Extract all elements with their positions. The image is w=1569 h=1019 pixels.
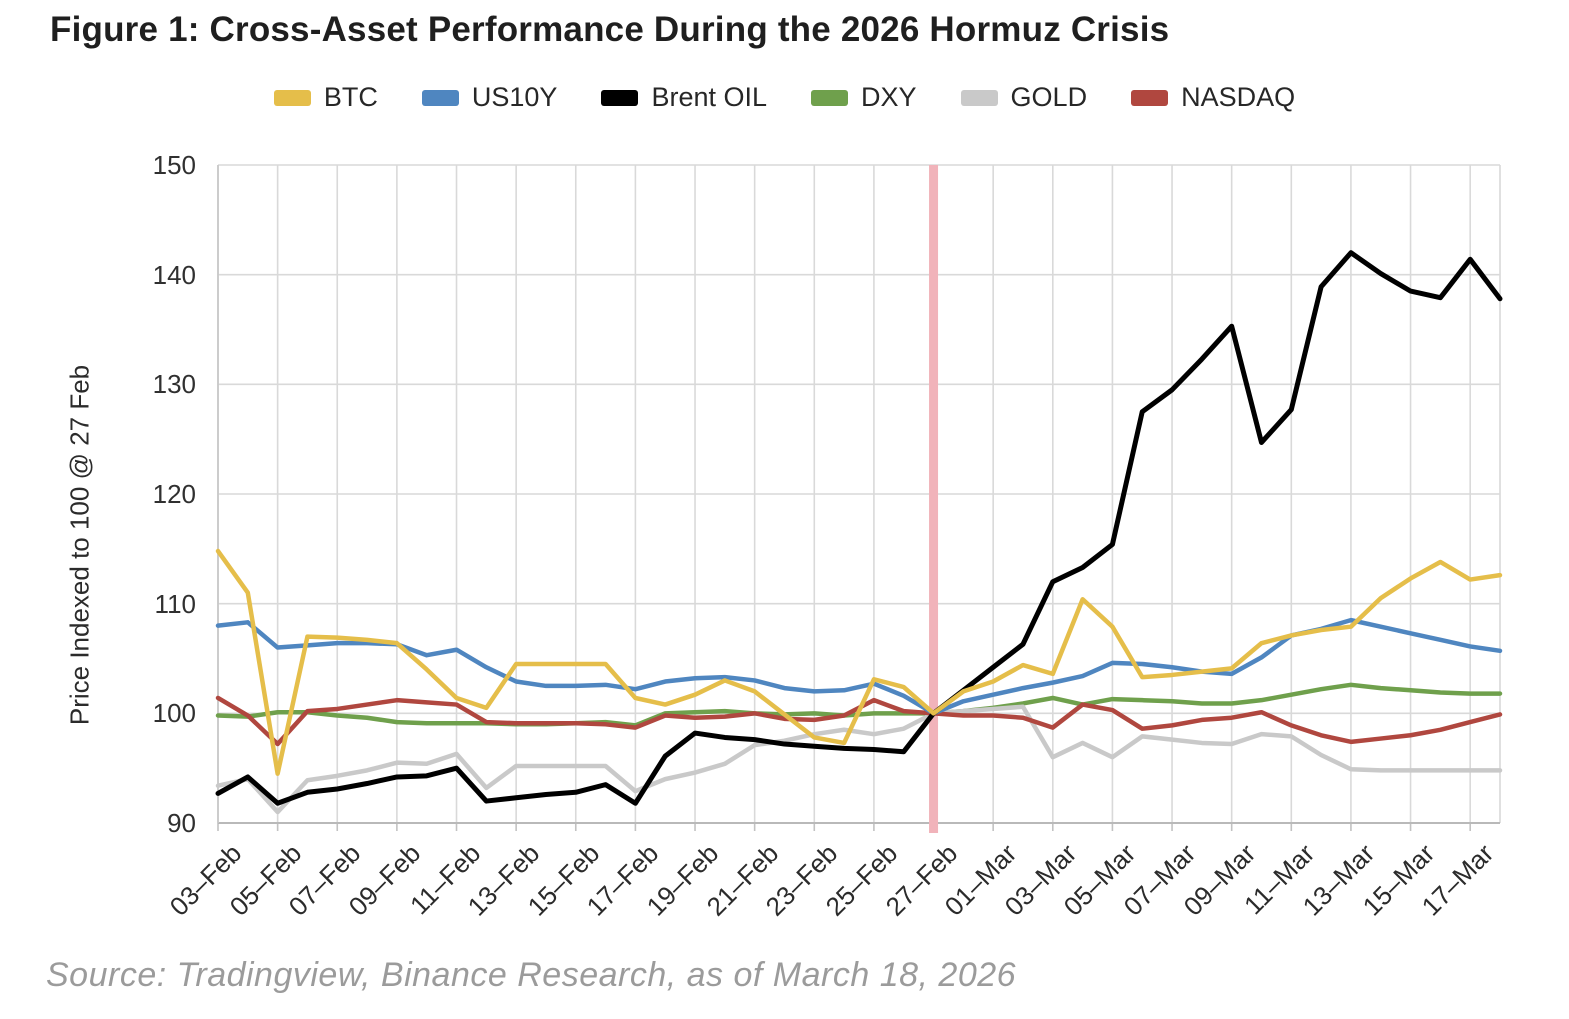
series-line-btc	[215, 548, 1503, 776]
legend-label: BTC	[323, 82, 378, 112]
legend-label: US10Y	[471, 82, 558, 112]
y-tick-label: 90	[167, 808, 196, 838]
legend-swatch-dxy	[811, 89, 849, 106]
source-note: Source: Tradingview, Binance Research, a…	[46, 956, 1017, 994]
y-tick-label: 150	[152, 150, 196, 180]
event-band-27feb	[929, 165, 939, 833]
legend-item-brent-oil: Brent OIL	[601, 82, 767, 113]
legend-swatch-nasdaq	[1131, 89, 1169, 106]
y-tick-label: 120	[152, 479, 196, 509]
legend-swatch-btc	[273, 89, 311, 106]
legend-swatch-gold	[960, 89, 998, 106]
legend-swatch-brent-oil	[601, 89, 639, 106]
y-tick-label: 110	[154, 588, 196, 619]
legend-item-dxy: DXY	[811, 82, 917, 113]
legend-label: GOLD	[1010, 82, 1088, 112]
series-line-gold	[215, 704, 1503, 815]
series-line-dxy	[215, 682, 1503, 728]
legend-item-nasdaq: NASDAQ	[1131, 82, 1295, 113]
legend-label: NASDAQ	[1181, 82, 1296, 112]
legend-swatch-us10y	[421, 89, 459, 106]
legend: BTC US10Y Brent OIL DXY GOLD NASDAQ	[0, 82, 1569, 113]
series-line-brent-oil	[215, 250, 1503, 806]
figure-title: Figure 1: Cross-Asset Performance During…	[50, 10, 1170, 49]
legend-item-btc: BTC	[273, 82, 378, 113]
series-line-us10y	[215, 617, 1503, 716]
legend-item-us10y: US10Y	[421, 82, 558, 113]
y-tick-label: 140	[152, 259, 196, 290]
legend-label: Brent OIL	[651, 82, 768, 112]
legend-item-gold: GOLD	[960, 82, 1088, 113]
y-tick-label: 130	[152, 369, 196, 400]
y-tick-label: 100	[152, 698, 196, 729]
legend-label: DXY	[861, 82, 917, 112]
y-axis-title: Price Indexed to 100 @ 27 Feb	[64, 364, 95, 726]
